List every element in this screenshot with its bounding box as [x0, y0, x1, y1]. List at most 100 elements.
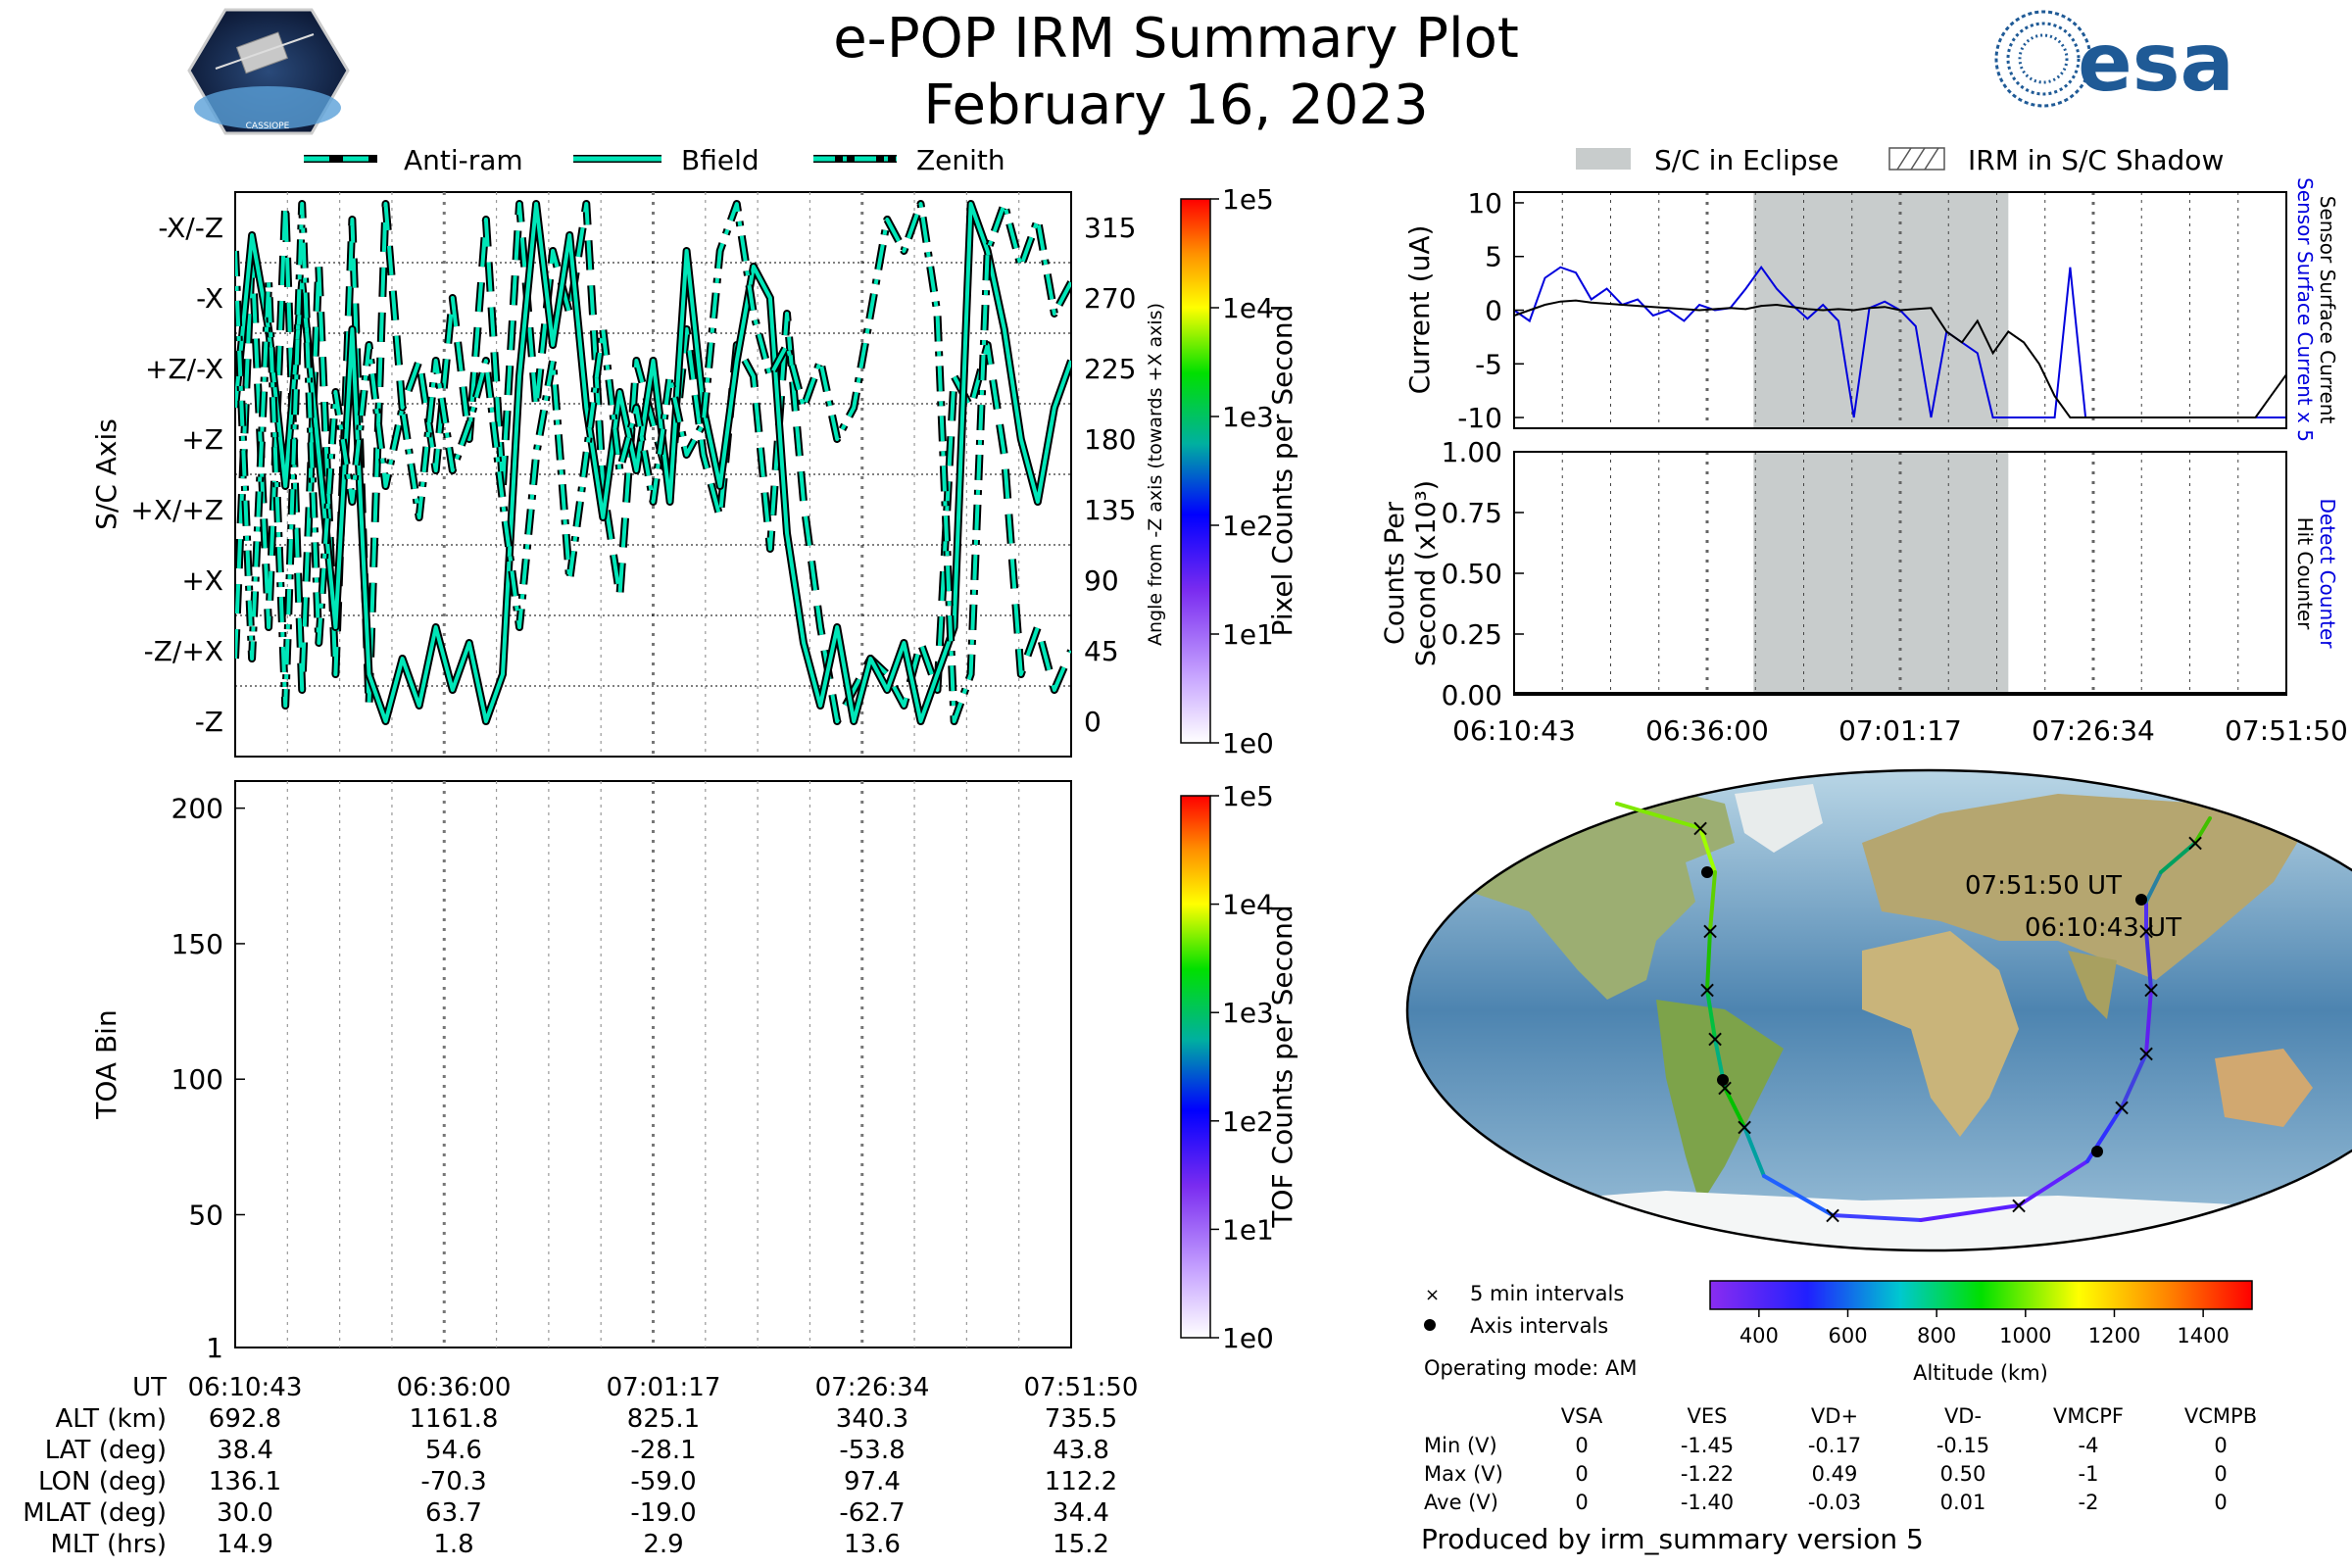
- right-time-tick: 07:01:17: [1838, 714, 1962, 747]
- ephemeris-cell: 15.2: [1053, 1530, 1109, 1559]
- orbit-segment: [1723, 1086, 1746, 1129]
- ephemeris-cell: -70.3: [420, 1467, 486, 1496]
- pixel-counts-colorbar: 1e5 1e4 1e3 1e2 1e1 1e0 Pixel Counts per Seco…: [1180, 183, 1298, 760]
- altitude-tick: 600: [1828, 1324, 1867, 1348]
- legend-item-shadow: IRM in S/C Shadow: [1968, 144, 2224, 176]
- sc-axis-left-ticks: -X/-Z -X +Z/-X +Z +X/+Z +X -Z/+X -Z: [130, 212, 223, 738]
- axis-interval-marker: [2135, 894, 2147, 906]
- voltage-cell: -1.22: [1681, 1462, 1734, 1486]
- colorbar-tick: 1e5: [1222, 183, 1274, 216]
- ephemeris-cell: 13.6: [844, 1530, 901, 1559]
- voltage-cell: -4: [2079, 1434, 2099, 1457]
- sc-axis-traces: [235, 200, 1071, 725]
- sc-left-tick: -X: [196, 282, 223, 315]
- voltage-cell: -0.03: [1808, 1491, 1861, 1514]
- ephemeris-row-label: ALT (km): [55, 1404, 167, 1434]
- world-map: ××××××× ×××××× 07:51:50 UT 06:10:43 UT: [1405, 768, 2352, 1252]
- colorbar-tick: 1e5: [1222, 780, 1274, 812]
- ephemeris-cell: -62.7: [839, 1498, 905, 1528]
- pixel-counts-label: Pixel Counts per Second: [1266, 305, 1298, 637]
- altitude-colorbar: 400 600 800 1000 1200 1400 Altitude (km): [1709, 1280, 2253, 1385]
- orbit-segment: [1615, 802, 1702, 830]
- legend-item-anti-ram: Anti-ram: [404, 144, 523, 176]
- map-start-label: 06:10:43 UT: [2025, 913, 2181, 943]
- operating-mode: Operating mode: AM: [1424, 1356, 1637, 1380]
- current-series: [1514, 299, 2286, 418]
- sc-axis-ylabel: S/C Axis: [90, 418, 122, 530]
- toa-tick: 100: [172, 1063, 223, 1096]
- voltage-cell: 0.01: [1940, 1491, 1986, 1514]
- ephemeris-row-label: UT: [132, 1373, 167, 1402]
- colorbar-tick: 1e3: [1222, 401, 1274, 433]
- current-right-label-1: Sensor Surface Current x 5: [2293, 177, 2317, 442]
- map-legend: × 5 min intervals Axis intervals Operati…: [1424, 1282, 1637, 1380]
- map-end-label: 07:51:50 UT: [1965, 871, 2122, 901]
- tof-counts-colorbar: 1e5 1e4 1e3 1e2 1e1 1e0 TOF Counts per Second: [1180, 780, 1298, 1354]
- legend-item-zenith: Zenith: [916, 144, 1005, 176]
- orbit-segment: [2159, 841, 2197, 874]
- counts-tick: 1.00: [1442, 436, 1502, 468]
- ephemeris-cell: 38.4: [217, 1436, 273, 1465]
- counts-right-label-2: Hit Counter: [2293, 517, 2317, 630]
- toa-tick: 200: [172, 793, 223, 825]
- mission-logo: CASSIOPE: [187, 8, 350, 135]
- ephemeris-cell: 1161.8: [410, 1404, 499, 1434]
- colorbar-tick: 1e0: [1222, 1322, 1274, 1354]
- cross-marker-icon: ×: [2136, 1040, 2156, 1067]
- colorbar-tick: 1e2: [1222, 1105, 1274, 1138]
- sc-left-tick: +X: [181, 564, 223, 597]
- legend-item-bfield: Bfield: [681, 144, 760, 176]
- cross-marker-icon: ×: [2009, 1192, 2029, 1219]
- ephemeris-cell: -19.0: [630, 1498, 696, 1528]
- right-time-tick: 07:51:50: [2225, 714, 2348, 747]
- legend-5min: 5 min intervals: [1470, 1282, 1624, 1305]
- cross-marker-icon: ×: [1735, 1113, 1754, 1141]
- sc-right-tick: 135: [1084, 494, 1136, 526]
- voltage-header: VD+: [1811, 1404, 1858, 1428]
- ephemeris-cell: -59.0: [630, 1467, 696, 1496]
- orbit-segment: [2144, 870, 2163, 904]
- sc-axis-right-ylabel: Angle from -Z axis (towards +X axis): [1145, 303, 1166, 646]
- sc-axis-right-ticks: 315 270 225 180 135 90 45 0: [1084, 212, 1136, 738]
- trace-Bfield: [235, 202, 1071, 723]
- ephemeris-cell: 14.9: [217, 1530, 273, 1559]
- cross-marker-icon: ×: [1823, 1201, 1842, 1229]
- orbit-segment: [1762, 1174, 1835, 1217]
- right-time-axis: 06:10:43 06:36:00 07:01:17 07:26:34 07:51:50: [1452, 714, 2348, 747]
- axis-interval-marker: [1701, 866, 1713, 878]
- voltage-row-label: Min (V): [1424, 1434, 1497, 1457]
- footer-text: Produced by irm_summary version 5: [1421, 1523, 1924, 1555]
- orbit-segment: [2144, 988, 2153, 1055]
- colorbar-tick: 1e3: [1222, 997, 1274, 1029]
- colorbar-tick: 1e1: [1222, 618, 1274, 651]
- legend-axis: Axis intervals: [1470, 1314, 1608, 1338]
- ephemeris-table: UT 06:10:43 06:36:00 07:01:17 07:26:34 07:51:…: [23, 1373, 1138, 1559]
- altitude-label: Altitude (km): [1913, 1361, 2048, 1385]
- current-tick: 5: [1485, 241, 1502, 273]
- ephemeris-cell: 07:26:34: [815, 1373, 930, 1402]
- counts-tick: 0.00: [1442, 679, 1502, 711]
- cross-marker-icon: ×: [1705, 1025, 1725, 1053]
- altitude-tick: 400: [1740, 1324, 1779, 1348]
- sc-left-tick: +Z/-X: [145, 353, 223, 385]
- esa-logo: esa: [1994, 10, 2234, 110]
- ephemeris-row-label: MLAT (deg): [23, 1498, 167, 1528]
- counts-ylabel-2: Second (x10³): [1411, 480, 1442, 666]
- altitude-tick: 1400: [2177, 1324, 2229, 1348]
- right-time-tick: 06:36:00: [1645, 714, 1769, 747]
- voltage-cell: -1.40: [1681, 1491, 1734, 1514]
- orbit-segment: [1705, 988, 1717, 1041]
- ephemeris-cell: 06:36:00: [397, 1373, 512, 1402]
- page-date: February 16, 2023: [923, 74, 1428, 137]
- voltage-cell: 0: [2214, 1462, 2227, 1486]
- sc-right-tick: 45: [1084, 635, 1119, 667]
- current-tick: -5: [1475, 348, 1502, 380]
- orbit-segment: [1698, 826, 1717, 874]
- trace-Anti-ram: [235, 202, 1071, 723]
- axis-interval-marker: [1717, 1074, 1729, 1086]
- page-title: e-POP IRM Summary Plot: [833, 7, 1519, 71]
- altitude-tick: 1200: [2088, 1324, 2140, 1348]
- orbit-segment: [2120, 1052, 2148, 1109]
- colorbar-tick: 1e1: [1222, 1213, 1274, 1246]
